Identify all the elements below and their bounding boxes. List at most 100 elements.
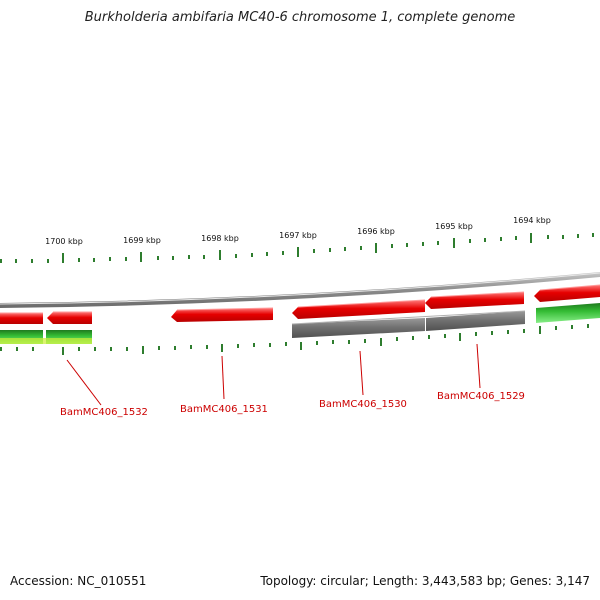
inner-tick-dot [316, 341, 318, 345]
outer-tick-dot [592, 233, 594, 237]
major-tick: 1698 kbp [201, 234, 239, 260]
feature-arrow [47, 311, 92, 324]
outer-tick-dot [188, 255, 190, 259]
feature-arrow [425, 291, 525, 309]
outer-tick-dot [469, 239, 471, 243]
inner-tick-dot [571, 325, 573, 329]
inner-tick-dot [364, 339, 366, 343]
inner-tick-dot [332, 340, 334, 344]
outer-tick-dot [360, 246, 362, 250]
outer-tick-dot [93, 258, 95, 262]
tick-label: 1695 kbp [435, 222, 473, 231]
inner-tick-dot [78, 347, 80, 351]
inner-tick-dot [475, 332, 477, 336]
inner-tick-dot [190, 345, 192, 349]
outer-tick-dot [235, 254, 237, 258]
major-tick-mark [297, 247, 299, 257]
outer-tick-dot [125, 257, 127, 261]
green-feature-track [0, 303, 600, 344]
backbone-arc [0, 272, 600, 308]
page-title: Burkholderia ambifaria MC40-6 chromosome… [84, 10, 516, 25]
outer-tick-dot [515, 236, 517, 240]
outer-tick-dot [172, 256, 174, 260]
outer-tick-dot [0, 259, 2, 263]
outer-tick-dot [484, 238, 486, 242]
major-tick: 1696 kbp [357, 227, 395, 253]
inner-tick-dot [221, 344, 223, 352]
major-tick: 1697 kbp [279, 231, 317, 257]
genome-stats-footer: Topology: circular; Length: 3,443,583 bp… [260, 574, 590, 588]
topology-value: circular [320, 574, 365, 588]
major-tick-mark [219, 250, 221, 260]
inner-tick-dot [285, 342, 287, 346]
major-tick-mark [140, 252, 142, 262]
outer-tick-dot [251, 253, 253, 257]
forward-features [0, 284, 600, 324]
feature-arrow [292, 299, 426, 319]
inner-tick-dot [237, 344, 239, 348]
outer-tick-dot [78, 258, 80, 262]
inner-tick-dot [0, 347, 2, 351]
inner-tick-dot [555, 326, 557, 330]
gene-label: BamMC406_1530 [319, 350, 407, 410]
outer-tick-dot [47, 259, 49, 263]
major-tick: 1699 kbp [123, 236, 161, 262]
outer-tick-dot [391, 244, 393, 248]
outer-tick-dot [547, 235, 549, 239]
major-ticks: 1700 kbp 1699 kbp 1698 kbp 1697 kbp 1696… [45, 216, 551, 263]
outer-tick-dot [266, 252, 268, 256]
inner-tick-dot [587, 324, 589, 328]
genes-value: 3,147 [555, 574, 590, 588]
accession-footer: Accession: NC_010551 [10, 574, 146, 588]
outer-tick-dot [31, 259, 33, 263]
inner-tick-dot [158, 346, 160, 350]
outer-tick-ring [0, 233, 594, 263]
gene-label-text: BamMC406_1529 [437, 391, 525, 402]
gene-labels: BamMC406_1532 BamMC406_1531 BamMC406_153… [60, 343, 525, 418]
inner-tick-dot [94, 347, 96, 351]
inner-tick-dot [348, 340, 350, 344]
inner-tick-dot [142, 346, 144, 354]
inner-tick-dot [32, 347, 34, 351]
accession-value: NC_010551 [77, 574, 147, 588]
gene-label: BamMC406_1529 [437, 343, 525, 402]
major-tick-mark [453, 238, 455, 248]
genes-label: Genes: [509, 574, 552, 588]
outer-tick-dot [282, 251, 284, 255]
gene-label-text: BamMC406_1530 [319, 399, 407, 410]
leader-line [359, 350, 364, 396]
feature-arrow [0, 312, 43, 324]
inner-tick-dot [380, 338, 382, 346]
inner-tick-dot [300, 342, 302, 350]
outer-tick-dot [406, 243, 408, 247]
accession-label: Accession: [10, 574, 74, 588]
outer-tick-dot [313, 249, 315, 253]
major-tick: 1695 kbp [435, 222, 473, 248]
gene-label-text: BamMC406_1531 [180, 404, 268, 415]
inner-tick-dot [428, 335, 430, 339]
outer-tick-dot [344, 247, 346, 251]
feature-arrow [171, 307, 274, 322]
inner-tick-dot [126, 347, 128, 351]
outer-tick-dot [329, 248, 331, 252]
major-tick-mark [375, 243, 377, 253]
inner-tick-dot [253, 343, 255, 347]
length-value: 3,443,583 bp [421, 574, 502, 588]
gene-label: BamMC406_1532 [60, 359, 148, 418]
feature-arrow [534, 284, 600, 302]
major-tick-mark [62, 253, 64, 263]
tick-label: 1697 kbp [279, 231, 317, 240]
inner-tick-dot [269, 343, 271, 347]
outer-tick-dot [203, 255, 205, 259]
gray-feature-track [291, 310, 526, 338]
outer-tick-dot [109, 257, 111, 261]
inner-tick-ring [0, 324, 589, 355]
major-tick: 1694 kbp [513, 216, 551, 243]
major-tick-mark [530, 233, 532, 243]
tick-label: 1699 kbp [123, 236, 161, 245]
outer-tick-dot [500, 237, 502, 241]
leader-line [66, 359, 102, 406]
outer-tick-dot [15, 259, 17, 263]
outer-tick-dot [422, 242, 424, 246]
